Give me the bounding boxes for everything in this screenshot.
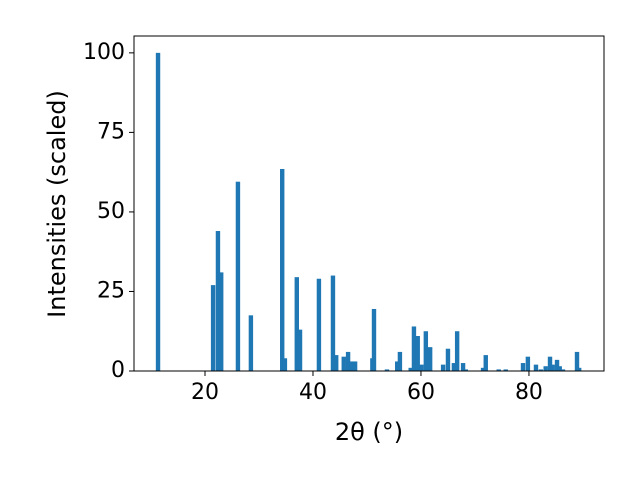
bar — [395, 361, 400, 371]
bar — [574, 351, 580, 371]
bar — [520, 363, 526, 371]
y-tick-label: 100 — [83, 40, 125, 65]
bar — [333, 355, 339, 371]
bar — [349, 361, 355, 371]
bar — [454, 331, 460, 371]
bar — [352, 361, 358, 371]
bar — [415, 336, 420, 371]
bar — [218, 272, 224, 371]
bar — [294, 277, 299, 371]
y-axis-label: Intensities (scaled) — [43, 90, 71, 318]
bar — [419, 364, 424, 371]
x-tick-label: 40 — [299, 380, 327, 405]
bar — [345, 351, 351, 371]
bar — [280, 168, 285, 371]
bar — [408, 367, 413, 371]
x-tick-label: 60 — [407, 380, 435, 405]
bar — [560, 369, 566, 371]
bar — [525, 356, 531, 371]
bar — [451, 363, 457, 371]
y-tick-label: 25 — [97, 278, 125, 303]
bar — [297, 329, 303, 371]
bar — [557, 366, 562, 371]
bar — [397, 351, 403, 371]
bar — [411, 326, 417, 371]
bar — [248, 315, 254, 371]
bar — [384, 369, 390, 371]
y-tick-label: 0 — [111, 358, 125, 383]
bar — [210, 285, 216, 371]
bar — [480, 367, 486, 371]
bar — [445, 348, 451, 371]
y-tick-label: 50 — [97, 199, 125, 224]
bar — [550, 364, 555, 371]
bar — [427, 347, 433, 371]
bar — [496, 369, 501, 371]
bar — [440, 364, 446, 371]
bar — [341, 356, 346, 371]
bar — [215, 231, 221, 371]
x-tick-label: 20 — [191, 380, 219, 405]
bar — [235, 181, 241, 371]
bar — [576, 367, 582, 371]
bar — [538, 369, 544, 371]
bar — [547, 356, 553, 371]
bar — [330, 275, 336, 371]
bar — [463, 369, 468, 371]
bar — [316, 278, 322, 371]
bar — [460, 363, 466, 371]
bar — [155, 52, 161, 371]
plot-frame — [133, 35, 605, 372]
x-axis-label: 2θ (°) — [335, 418, 403, 446]
bar — [533, 364, 539, 371]
bar — [503, 369, 508, 371]
bar — [483, 355, 488, 371]
bar — [282, 358, 288, 371]
bar — [543, 366, 548, 371]
bar — [423, 331, 429, 371]
bar — [371, 308, 377, 371]
bar — [554, 359, 560, 371]
x-tick-label: 80 — [515, 380, 543, 405]
y-tick-label: 75 — [97, 119, 125, 144]
